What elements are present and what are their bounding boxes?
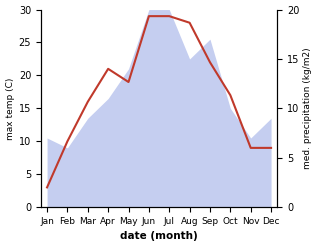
Y-axis label: max temp (C): max temp (C) [5, 77, 15, 140]
Y-axis label: med. precipitation (kg/m2): med. precipitation (kg/m2) [303, 48, 313, 169]
X-axis label: date (month): date (month) [120, 231, 198, 242]
